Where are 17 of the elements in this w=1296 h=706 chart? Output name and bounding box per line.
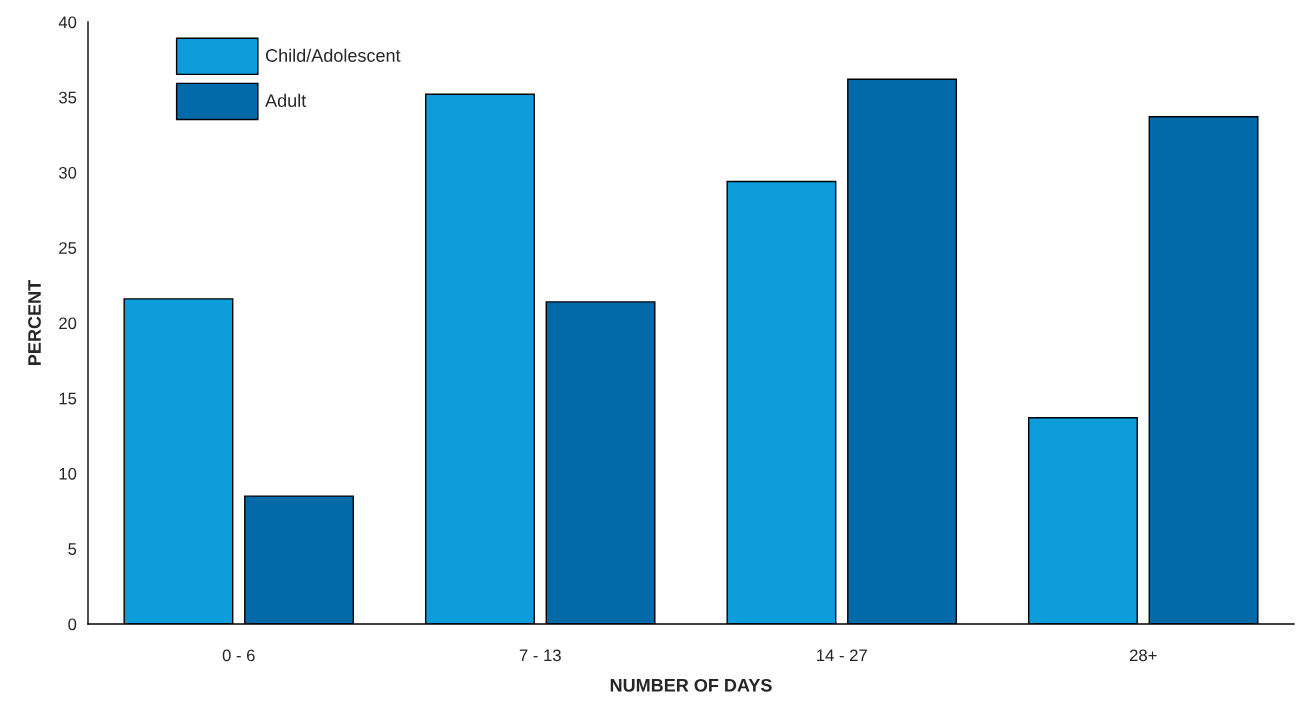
x-tick-label: 14 - 27 [817, 649, 867, 662]
x-tick-label: 7 - 13 [519, 649, 561, 662]
y-axis-title: PERCENT [28, 280, 41, 365]
y-tick-label: 0 [68, 618, 77, 631]
y-tick-label: 5 [68, 543, 77, 555]
legend-label: Adult [265, 93, 307, 108]
y-tick-label: 15 [59, 392, 77, 405]
y-tick-label: 30 [58, 166, 77, 179]
y-tick-label: 10 [59, 467, 77, 480]
x-tick-label: 28+ [1129, 649, 1157, 662]
x-tick-label: 0 - 6 [222, 649, 255, 662]
y-tick-label: 35 [58, 91, 77, 104]
x-axis-title: NUMBER OF DAYS [610, 678, 772, 692]
y-tick-label: 20 [59, 317, 77, 330]
y-tick-label: 25 [59, 242, 77, 254]
y-tick-label: 40 [58, 16, 77, 29]
legend-label: Child/Adolescent [266, 48, 401, 62]
